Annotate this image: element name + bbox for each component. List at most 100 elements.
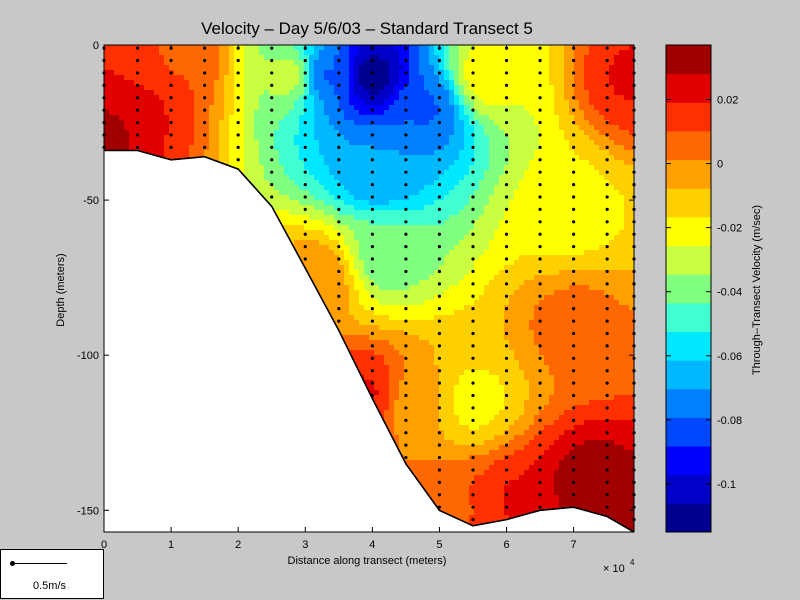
heat-cell bbox=[249, 45, 255, 51]
heat-cell bbox=[104, 125, 110, 131]
heat-cell bbox=[279, 85, 285, 91]
heat-cell bbox=[329, 295, 335, 301]
heat-cell bbox=[219, 60, 225, 66]
heat-cell bbox=[254, 95, 260, 101]
heat-cell bbox=[309, 225, 315, 231]
heat-cell bbox=[344, 315, 350, 321]
heat-cell bbox=[159, 110, 165, 116]
heat-cell bbox=[314, 175, 320, 181]
heat-cell bbox=[239, 160, 245, 166]
heat-cell bbox=[144, 80, 150, 86]
heat-cell bbox=[319, 290, 325, 296]
heat-cell bbox=[324, 115, 330, 121]
heat-cell bbox=[319, 215, 325, 221]
heat-cell bbox=[289, 120, 295, 126]
heat-cell bbox=[329, 65, 335, 71]
heat-cell bbox=[194, 130, 200, 136]
heat-cell bbox=[139, 55, 145, 61]
heat-cell bbox=[119, 75, 125, 81]
heat-cell bbox=[179, 145, 185, 151]
heat-cell bbox=[159, 130, 165, 136]
heat-cell bbox=[319, 265, 325, 271]
heat-cell bbox=[279, 140, 285, 146]
heat-cell bbox=[174, 90, 180, 96]
heat-cell bbox=[114, 100, 120, 106]
heat-cell bbox=[259, 140, 265, 146]
heat-cell bbox=[354, 120, 360, 126]
heat-cell bbox=[209, 140, 215, 146]
heat-cell bbox=[334, 75, 340, 81]
heat-cell bbox=[174, 105, 180, 111]
heat-cell bbox=[259, 130, 265, 136]
heat-cell bbox=[349, 260, 355, 266]
heat-cell bbox=[349, 265, 355, 271]
heat-cell bbox=[299, 105, 305, 111]
heat-cell bbox=[289, 215, 295, 221]
heat-cell bbox=[334, 285, 340, 291]
heat-cell bbox=[139, 65, 145, 71]
heat-cell bbox=[309, 245, 315, 251]
heat-cell bbox=[114, 55, 120, 61]
heat-cell bbox=[304, 190, 310, 196]
heat-cell bbox=[159, 80, 165, 86]
heat-cell bbox=[354, 220, 360, 226]
heat-cell bbox=[299, 180, 305, 186]
heat-cell bbox=[249, 125, 255, 131]
heat-cell bbox=[334, 260, 340, 266]
heat-cell bbox=[339, 110, 345, 116]
heat-cell bbox=[319, 275, 325, 281]
heat-cell bbox=[164, 150, 170, 156]
heat-cell bbox=[244, 110, 250, 116]
heat-cell bbox=[179, 60, 185, 66]
heat-cell bbox=[184, 100, 190, 106]
heat-cell bbox=[254, 165, 260, 171]
heat-cell bbox=[169, 110, 175, 116]
heat-cell bbox=[279, 80, 285, 86]
heat-cell bbox=[159, 55, 165, 61]
heat-cell bbox=[139, 70, 145, 76]
heat-cell bbox=[349, 200, 355, 206]
heat-cell bbox=[189, 145, 195, 151]
heat-cell bbox=[179, 75, 185, 81]
heat-cell bbox=[329, 225, 335, 231]
heat-cell bbox=[284, 185, 290, 191]
heat-cell bbox=[319, 260, 325, 266]
heat-cell bbox=[219, 45, 225, 51]
heat-cell bbox=[114, 115, 120, 121]
heat-cell bbox=[199, 130, 205, 136]
heat-cell bbox=[294, 80, 300, 86]
heat-cell bbox=[284, 80, 290, 86]
heat-cell bbox=[164, 85, 170, 91]
heat-cell bbox=[179, 85, 185, 91]
heat-cell bbox=[154, 150, 160, 156]
heat-cell bbox=[219, 90, 225, 96]
heat-cell bbox=[324, 265, 330, 271]
heat-cell bbox=[144, 45, 150, 51]
heat-cell bbox=[284, 195, 290, 201]
heat-cell bbox=[329, 255, 335, 261]
heat-cell bbox=[324, 75, 330, 81]
heat-cell bbox=[339, 245, 345, 251]
heat-cell bbox=[334, 80, 340, 86]
heat-cell bbox=[324, 245, 330, 251]
heat-cell bbox=[199, 60, 205, 66]
heat-cell bbox=[189, 100, 195, 106]
heat-cell bbox=[209, 105, 215, 111]
heat-cell bbox=[149, 80, 155, 86]
heat-cell bbox=[164, 60, 170, 66]
heat-cell bbox=[249, 80, 255, 86]
heat-cell bbox=[109, 65, 115, 71]
heat-cell bbox=[354, 350, 360, 356]
heat-cell bbox=[284, 125, 290, 131]
heat-cell bbox=[339, 195, 345, 201]
heat-cell bbox=[269, 130, 275, 136]
heat-cell bbox=[129, 60, 135, 66]
heat-cell bbox=[329, 140, 335, 146]
heat-cell bbox=[344, 100, 350, 106]
heat-cell bbox=[319, 250, 325, 256]
heat-cell bbox=[209, 55, 215, 61]
heat-cell bbox=[214, 85, 220, 91]
heat-cell bbox=[354, 205, 360, 211]
heat-cell bbox=[314, 250, 320, 256]
heat-cell bbox=[349, 320, 355, 326]
